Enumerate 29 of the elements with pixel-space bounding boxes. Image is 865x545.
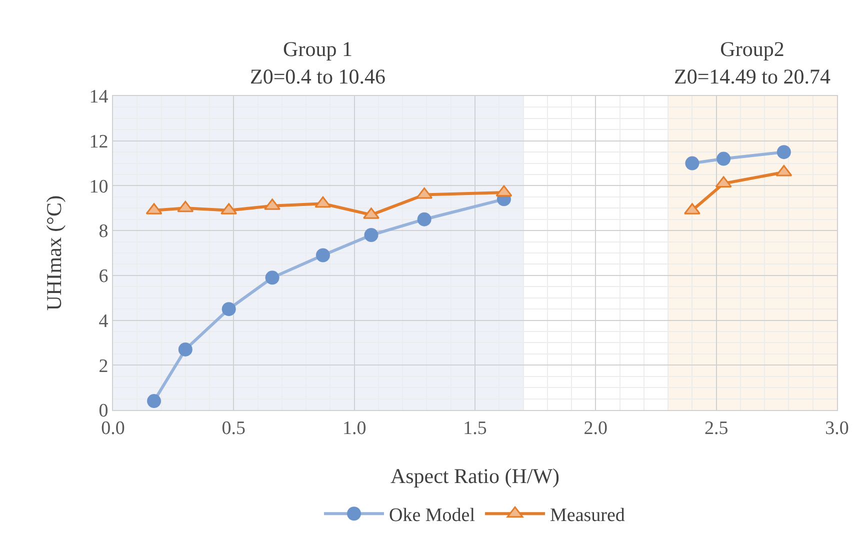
band-label: Group2 Z0=14.49 to 20.74 bbox=[674, 37, 832, 88]
x-axis-title: Aspect Ratio (H/W) bbox=[390, 464, 560, 488]
x-tick-label: 1.5 bbox=[463, 418, 487, 439]
point bbox=[222, 302, 236, 316]
y-tick-label: 14 bbox=[89, 86, 109, 108]
point bbox=[177, 200, 194, 212]
y-tick-label: 8 bbox=[98, 221, 108, 242]
x-tick-label: 0.5 bbox=[222, 418, 246, 439]
x-tick-label: 1.0 bbox=[342, 418, 366, 439]
x-tick-label: 3.0 bbox=[825, 418, 849, 439]
legend-label: Oke Model bbox=[389, 505, 476, 526]
point bbox=[265, 270, 280, 285]
band-label: Group 1 Z0=0.4 to 10.46 bbox=[250, 37, 386, 88]
y-tick-label: 4 bbox=[98, 310, 109, 332]
y-tick-label: 6 bbox=[98, 266, 108, 288]
point bbox=[417, 212, 432, 226]
y-tick-label: 12 bbox=[89, 132, 108, 153]
point bbox=[147, 394, 162, 408]
y-tick-label: 10 bbox=[89, 176, 108, 198]
x-tick-label: 2.5 bbox=[704, 418, 728, 439]
y-axis-title: UHImax (°C) bbox=[42, 195, 66, 311]
point bbox=[416, 187, 433, 199]
x-tick-label: 2.0 bbox=[584, 418, 608, 439]
point bbox=[316, 248, 330, 262]
point bbox=[364, 228, 378, 242]
legend-label: Measured bbox=[550, 505, 626, 526]
point bbox=[178, 342, 192, 356]
point bbox=[314, 196, 332, 208]
y-tick-label: 2 bbox=[98, 356, 108, 377]
